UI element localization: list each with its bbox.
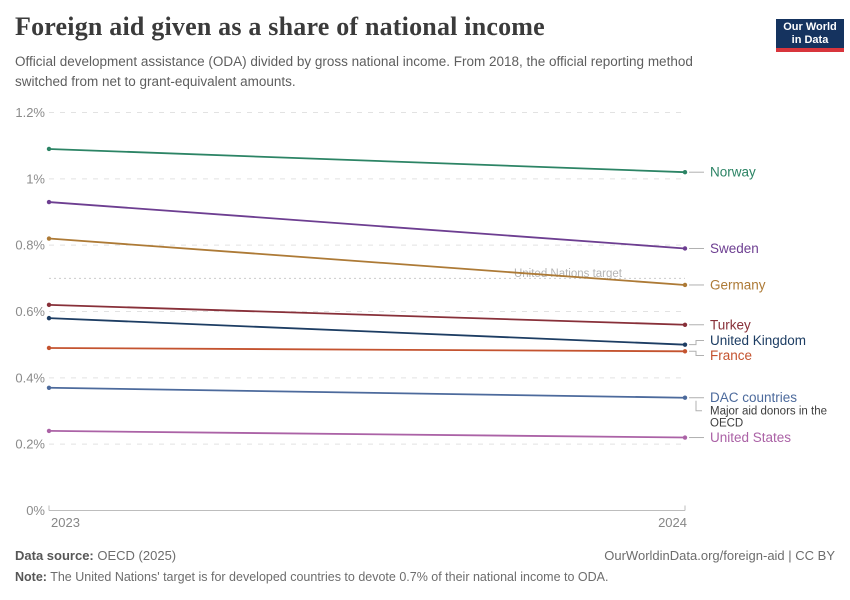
series-label-united-kingdom[interactable]: United Kingdom [710, 333, 806, 348]
y-axis-tick-1.2%: 1.2% [15, 105, 45, 120]
point-sweden [682, 246, 688, 251]
attribution-link[interactable]: OurWorldinData.org/foreign-aid | CC BY [604, 548, 835, 563]
line-sweden[interactable] [48, 201, 686, 250]
un-target-label: United Nations target [514, 268, 623, 280]
series-label-dac-countries[interactable]: DAC countries [710, 390, 797, 405]
chart-subtitle: Official development assistance (ODA) di… [15, 54, 693, 89]
data-source-value: OECD (2025) [97, 548, 177, 563]
line-germany[interactable] [48, 237, 686, 286]
line-france[interactable] [48, 347, 686, 353]
data-source-label: Data source: [15, 548, 94, 563]
data-source: Data source: OECD (2025) [15, 548, 176, 563]
line-dac-countries[interactable] [48, 386, 686, 399]
point-united-states [46, 428, 52, 434]
point-turkey [682, 322, 688, 327]
leader-line-dac-countries-sublabel [695, 400, 702, 412]
point-france [46, 345, 52, 351]
series-label-france[interactable]: France [710, 348, 752, 363]
page-title: Foreign aid given as a share of national… [15, 12, 545, 41]
line-united-kingdom[interactable] [48, 317, 686, 346]
owid-logo[interactable]: Our World in Data [776, 19, 844, 52]
series-label-united-states[interactable]: United States [710, 430, 791, 445]
point-turkey [46, 302, 52, 308]
line-united-states[interactable] [48, 430, 686, 439]
owid-logo-line1: Our World [783, 21, 837, 33]
point-norway [682, 170, 688, 175]
series-label-sweden[interactable]: Sweden [710, 241, 759, 256]
y-axis-tick-0.2%: 0.2% [15, 437, 45, 452]
y-axis-tick-0.8%: 0.8% [15, 238, 45, 253]
series-sublabel-dac-countries: Major aid donors in the [710, 406, 827, 418]
point-france [682, 349, 688, 354]
line-chart: 0% 0.2% 0.4% 0.6% 0.8% 1% 1.2% United Nations t… [15, 105, 827, 530]
point-dac-countries [682, 395, 688, 400]
note-text: The United Nations' target is for develo… [50, 570, 609, 584]
point-united-states [682, 435, 688, 440]
note-label: Note: [15, 570, 47, 584]
point-norway [46, 146, 52, 152]
line-turkey[interactable] [48, 303, 686, 326]
point-dac-countries [46, 385, 52, 390]
y-axis-tick-0.4%: 0.4% [15, 370, 45, 385]
point-sweden [46, 199, 52, 205]
y-axis-tick-1%: 1% [26, 171, 45, 186]
footer-note-row: Note: The United Nations' target is for … [15, 570, 835, 584]
point-germany [682, 282, 688, 288]
point-united-kingdom [682, 342, 688, 347]
series-label-norway[interactable]: Norway [710, 165, 756, 180]
footer-source-row: Data source: OECD (2025) OurWorldinData.… [15, 548, 835, 563]
series-label-turkey[interactable]: Turkey [710, 317, 751, 332]
x-axis-label-2023: 2023 [51, 515, 80, 530]
point-united-kingdom [46, 315, 52, 321]
y-axis-tick-0.6%: 0.6% [15, 304, 45, 319]
leader-line-france [689, 350, 704, 356]
leader-line-united-kingdom [689, 339, 704, 346]
series-sublabel-dac-countries: OECD [710, 418, 743, 430]
series-label-germany[interactable]: Germany [710, 277, 766, 292]
line-norway[interactable] [48, 148, 686, 174]
point-germany [46, 236, 52, 241]
x-axis-label-2024: 2024 [658, 515, 687, 530]
y-axis-tick-0%: 0% [26, 503, 45, 518]
owid-logo-line2: in Data [791, 33, 829, 46]
